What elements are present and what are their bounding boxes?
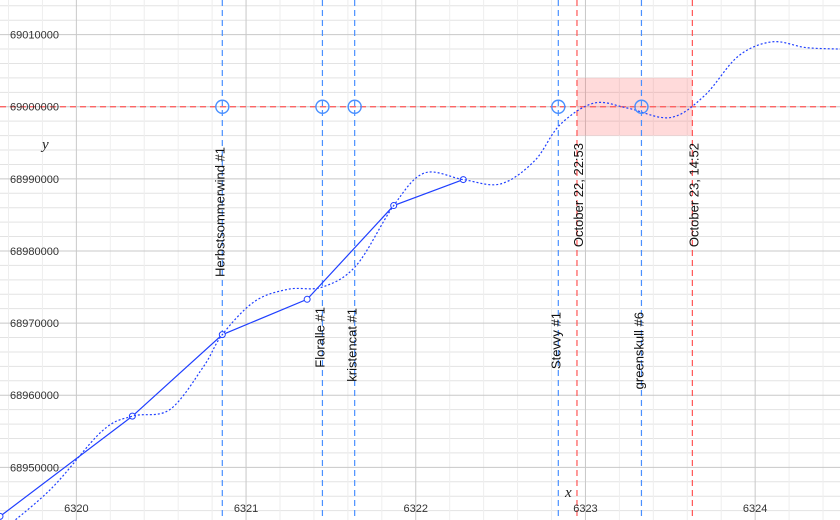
- event-marker-circle: [634, 99, 649, 114]
- y-tick-label: 69010000: [10, 30, 59, 42]
- y-tick-label: 68950000: [10, 462, 59, 474]
- x-tick-label: 6320: [64, 503, 88, 515]
- x-axis-label: x: [564, 485, 572, 501]
- event-marker-circle: [215, 99, 230, 114]
- y-tick-label: 68990000: [10, 174, 59, 186]
- event-marker-circle: [347, 99, 362, 114]
- marker-labels: Herbstsommerwind #1 Floralle #1 kristencat…: [212, 143, 701, 389]
- x-tick-label: 6321: [234, 503, 258, 515]
- x-tick-label: 6324: [743, 503, 767, 515]
- y-axis-label: y: [40, 137, 49, 153]
- data-point: [0, 512, 4, 520]
- event-marker-label: Herbstsommerwind #1: [212, 147, 227, 277]
- event-marker-label: kristencat #1: [345, 308, 360, 382]
- data-series: [0, 41, 840, 520]
- y-tick-label: 69000000: [10, 102, 59, 114]
- event-marker-circle: [551, 99, 566, 114]
- dotted-series-line: [14, 41, 840, 520]
- event-marker-label: Floralle #1: [312, 307, 327, 368]
- data-point: [303, 295, 311, 303]
- x-tick-label: 6323: [573, 503, 597, 515]
- event-marker-lines: [221, 0, 643, 520]
- x-tick-label: 6322: [404, 503, 428, 515]
- y-tick-label: 68970000: [10, 318, 59, 330]
- event-marker-circles: [215, 99, 649, 114]
- tick-labels: 68950000 68960000 68970000 68980000 68990000…: [10, 30, 767, 515]
- event-marker-label: Stevvy #1: [548, 312, 563, 369]
- y-tick-label: 68960000: [10, 390, 59, 402]
- solid-series-line: [0, 179, 464, 517]
- data-point: [128, 412, 136, 420]
- event-marker-circle: [315, 99, 330, 114]
- event-marker-label: greenskull #6: [631, 312, 646, 389]
- time-window-start-label: October 22, 22:53: [571, 143, 586, 247]
- y-tick-label: 68980000: [10, 246, 59, 258]
- time-window-end-label: October 23, 14:52: [686, 143, 701, 247]
